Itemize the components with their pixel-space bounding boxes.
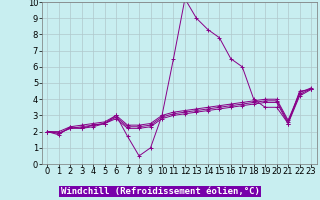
- Text: Windchill (Refroidissement éolien,°C): Windchill (Refroidissement éolien,°C): [60, 187, 260, 196]
